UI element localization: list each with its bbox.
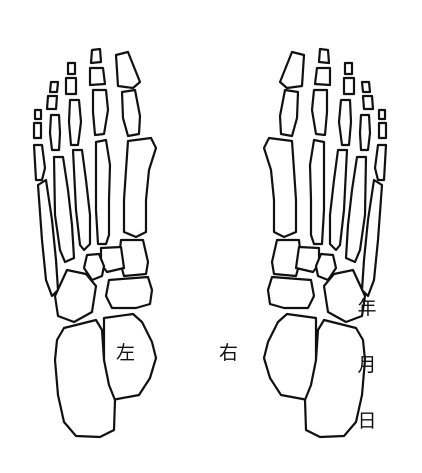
left-toe5-distal <box>33 108 43 121</box>
right-toe2-middle <box>313 66 332 87</box>
left-metatarsal-2 <box>94 138 112 246</box>
right-toe4-distal <box>360 80 372 94</box>
left-toe2-proximal <box>91 88 110 137</box>
left-toe3-distal <box>66 61 77 76</box>
left-toe5-proximal <box>32 143 47 182</box>
left-foot <box>32 47 158 439</box>
right-toe5-middle <box>377 121 388 140</box>
right-toe3-distal <box>343 61 354 76</box>
right-toe3-proximal <box>337 98 353 147</box>
left-calcaneus <box>53 318 117 439</box>
day-label: 日 <box>357 410 377 432</box>
left-cuneiform-3 <box>82 252 106 282</box>
left-metatarsal-3 <box>71 148 92 252</box>
left-toe1-distal <box>114 50 142 90</box>
left-toe3-middle <box>64 76 78 96</box>
right-toe5-distal <box>377 108 387 121</box>
year-label: 年 <box>357 297 377 319</box>
left-toe2-distal <box>89 47 103 65</box>
right-toe3-middle <box>342 76 356 96</box>
right-toe5-proximal <box>373 143 388 182</box>
right-metatarsal-3 <box>328 148 349 252</box>
right-metatarsal-1 <box>262 136 298 239</box>
right-metatarsal-4 <box>344 155 368 264</box>
left-navicular <box>104 275 154 310</box>
right-cuneiform-3 <box>314 252 338 282</box>
left-foot-label: 左 <box>116 342 135 364</box>
left-toe1-proximal <box>120 88 142 138</box>
right-navicular <box>266 275 316 310</box>
left-toe3-proximal <box>67 98 83 147</box>
right-cuboid <box>322 268 367 324</box>
left-metatarsal-1 <box>122 136 158 239</box>
right-toe1-proximal <box>278 88 300 138</box>
right-toe2-proximal <box>310 88 329 137</box>
right-foot-label: 右 <box>219 342 238 364</box>
left-metatarsal-4 <box>52 155 76 264</box>
right-foot <box>262 47 388 439</box>
right-toe4-proximal <box>358 113 372 152</box>
left-toe4-distal <box>48 80 60 94</box>
right-toe4-middle <box>361 94 375 111</box>
left-toe4-proximal <box>48 113 62 152</box>
right-calcaneus <box>303 318 367 439</box>
left-cuboid <box>53 268 98 324</box>
right-toe2-distal <box>317 47 331 65</box>
month-label: 月 <box>357 354 377 376</box>
left-toe4-middle <box>45 94 59 111</box>
right-metatarsal-2 <box>308 138 326 246</box>
left-toe5-middle <box>32 121 43 140</box>
right-toe1-distal <box>278 50 306 90</box>
left-toe2-middle <box>88 66 107 87</box>
